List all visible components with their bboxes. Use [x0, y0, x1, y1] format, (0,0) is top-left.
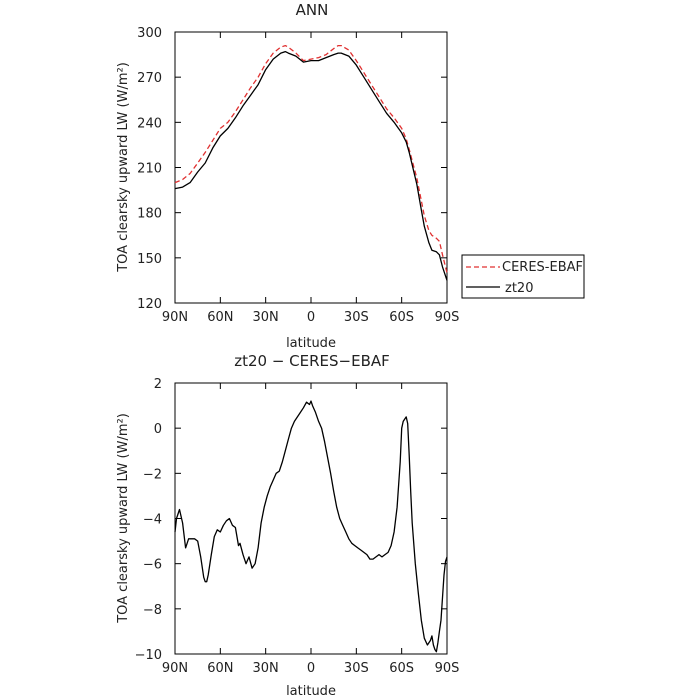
y-axis: −10 −8 −6 −4 −2 0 2 [135, 377, 447, 663]
legend-label-ceres-ebaf: CERES-EBAF [502, 260, 583, 275]
series-line-zt20 [174, 50, 448, 281]
y-tick-label: 150 [137, 252, 162, 267]
y-tick-label: 180 [137, 207, 162, 222]
y-tick-label: 300 [137, 26, 162, 41]
series-lines [174, 400, 448, 653]
x-axis: 90N 60N 30N 0 30S 60S 90S [162, 383, 460, 676]
x-tick-label: 90N [162, 661, 188, 676]
x-axis-label: latitude [286, 684, 336, 699]
legend-label-zt20: zt20 [505, 281, 533, 296]
y-tick-label: 2 [154, 377, 162, 392]
y-tick-label: −10 [135, 648, 162, 663]
chart-panel-annual-mean: ANN 90N 60N 30N 0 30S 60S 90S 120 150 180 210 240 2… [116, 1, 585, 351]
x-tick-label: 60N [207, 661, 233, 676]
chart-title: ANN [296, 1, 329, 19]
series-lines [174, 44, 448, 281]
y-axis-label: TOA clearsky upward LW (W/m²) [116, 413, 131, 624]
x-tick-label: 30N [253, 661, 279, 676]
series-line-1 [174, 400, 448, 653]
x-tick-label: 90N [162, 310, 188, 325]
plot-area-frame [174, 31, 448, 304]
x-tick-label: 90S [435, 310, 460, 325]
x-tick-label: 60S [389, 310, 414, 325]
y-axis-label: TOA clearsky upward LW (W/m²) [116, 62, 131, 273]
y-tick-label: −8 [143, 603, 162, 618]
y-tick-label: −6 [143, 558, 162, 573]
legend-box [461, 254, 585, 299]
x-tick-label: 0 [307, 661, 315, 676]
y-axis: 120 150 180 210 240 270 300 [137, 26, 447, 312]
y-tick-label: −2 [143, 467, 162, 482]
y-tick-label: 270 [137, 71, 162, 86]
x-axis-label: latitude [286, 336, 336, 351]
chart-title: zt20 − CERES−EBAF [234, 352, 390, 370]
x-tick-label: 90S [435, 661, 460, 676]
legend: CERES-EBAF zt20 [461, 254, 585, 299]
x-tick-label: 30S [344, 310, 369, 325]
x-tick-label: 30N [253, 310, 279, 325]
x-tick-label: 0 [307, 310, 315, 325]
y-tick-label: 0 [154, 422, 162, 437]
y-tick-label: 210 [137, 162, 162, 177]
x-tick-label: 60N [207, 310, 233, 325]
series-line-ceres-ebaf [174, 44, 448, 274]
y-tick-label: −4 [143, 513, 162, 528]
y-tick-label: 240 [137, 116, 162, 131]
plot-area-frame [174, 382, 448, 655]
x-axis: 90N 60N 30N 0 30S 60S 90S [162, 32, 460, 325]
x-tick-label: 30S [344, 661, 369, 676]
x-tick-label: 60S [389, 661, 414, 676]
chart-panel-difference: zt20 − CERES−EBAF 90N 60N 30N 0 30S 60S 90S −1… [116, 352, 459, 699]
y-tick-label: 120 [137, 297, 162, 312]
